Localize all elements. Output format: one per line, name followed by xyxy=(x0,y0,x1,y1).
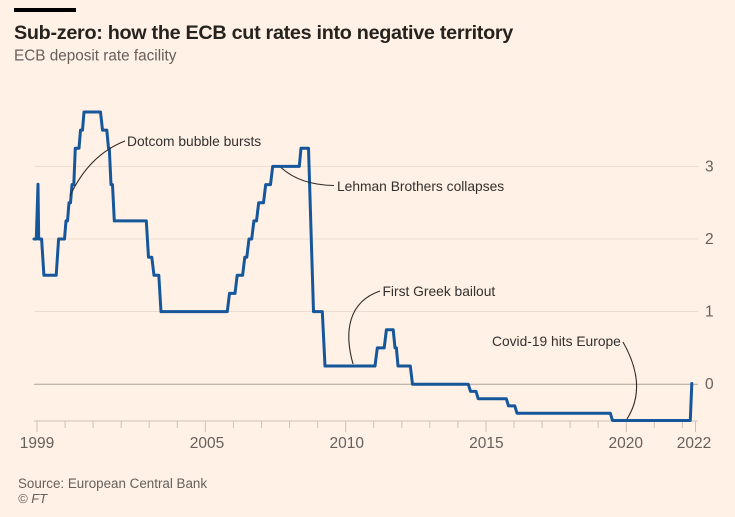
svg-text:Sub-zero: how the ECB cut rate: Sub-zero: how the ECB cut rates into neg… xyxy=(14,22,513,44)
svg-text:3: 3 xyxy=(705,159,714,176)
svg-text:© FT: © FT xyxy=(18,491,48,506)
svg-text:0: 0 xyxy=(705,376,714,393)
svg-text:2015: 2015 xyxy=(469,435,503,452)
svg-text:2: 2 xyxy=(705,231,714,248)
svg-text:2010: 2010 xyxy=(329,435,364,452)
svg-text:2022: 2022 xyxy=(677,435,711,452)
svg-text:Covid-19 hits Europe: Covid-19 hits Europe xyxy=(492,334,621,349)
svg-text:First Greek bailout: First Greek bailout xyxy=(383,284,496,299)
svg-text:Lehman Brothers collapses: Lehman Brothers collapses xyxy=(337,179,504,194)
svg-text:Source: European Central Bank: Source: European Central Bank xyxy=(18,476,207,491)
svg-text:ECB deposit rate facility: ECB deposit rate facility xyxy=(14,48,177,65)
svg-text:1: 1 xyxy=(705,304,714,321)
svg-text:2005: 2005 xyxy=(190,435,224,452)
svg-text:1999: 1999 xyxy=(20,435,54,452)
svg-text:Dotcom bubble bursts: Dotcom bubble bursts xyxy=(127,134,261,149)
svg-text:2020: 2020 xyxy=(608,435,643,452)
